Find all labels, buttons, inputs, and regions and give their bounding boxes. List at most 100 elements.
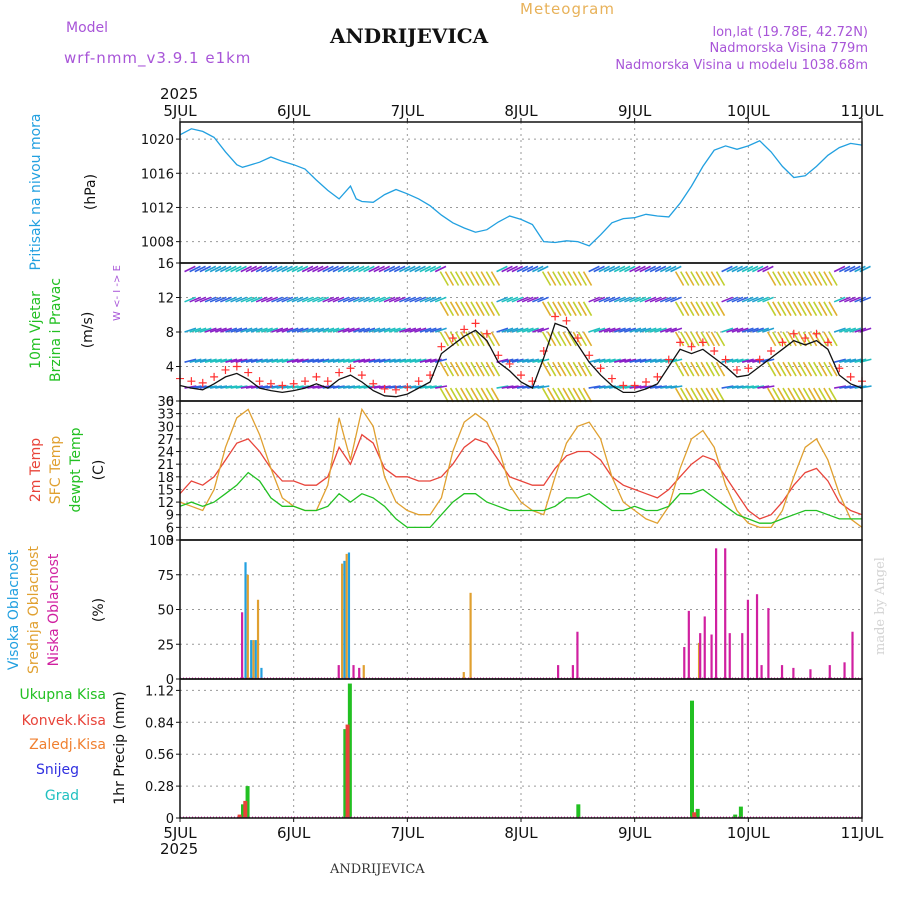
- wind-arrow: [710, 271, 721, 286]
- wind-arrow: [526, 296, 539, 303]
- wind-arrow: [715, 387, 726, 403]
- precip-bar: [695, 808, 700, 818]
- wind-arrow: [414, 327, 427, 333]
- wind-arrow: [547, 361, 557, 377]
- wind-arrow: [762, 296, 774, 303]
- wind-arrow: [557, 361, 567, 377]
- model-elevation-label: Nadmorska Visina u modelu 1038.68m: [615, 58, 868, 73]
- wind-arrow: [454, 271, 465, 286]
- wind-arrow: [849, 358, 862, 363]
- clouds-bar: [724, 548, 727, 679]
- wind-arrow: [726, 327, 739, 333]
- wind-arrow: [266, 385, 279, 389]
- wind-arrow: [312, 358, 325, 363]
- meteogram-title: Meteogram: [520, 0, 615, 18]
- wind-arrow: [511, 358, 524, 363]
- wind-arrow: [844, 265, 856, 273]
- wind-arrow: [352, 265, 365, 273]
- clouds-bar: [246, 574, 249, 679]
- wind-arrow: [797, 301, 808, 317]
- xtick-label-bottom: 11JUL: [841, 824, 884, 842]
- wind-arrow: [194, 265, 206, 273]
- clouds-bar: [241, 612, 244, 679]
- wind-arrow: [429, 358, 442, 363]
- wind-arrow: [511, 385, 524, 389]
- wind-arrow: [281, 385, 294, 389]
- clouds-bar: [358, 667, 361, 679]
- wind-arrow: [659, 296, 672, 303]
- wind-arrow: [337, 385, 350, 389]
- wind-arrow: [721, 296, 734, 303]
- wind-gust-point: [266, 379, 275, 388]
- wind-arrow: [230, 358, 243, 363]
- wind-arrow: [199, 265, 212, 273]
- clouds-bar: [703, 616, 706, 679]
- clouds-bar: [755, 594, 759, 679]
- wind-ytick-label: 12: [157, 292, 174, 307]
- wind-arrow: [347, 296, 360, 303]
- wind-arrow: [332, 296, 345, 303]
- wind-arrow: [665, 327, 678, 333]
- clouds-ytick-label: 0: [166, 673, 174, 688]
- wind-arrow: [281, 265, 293, 273]
- wind-arrow: [792, 387, 802, 403]
- wind-arrow: [255, 265, 268, 273]
- wind-arrow: [220, 358, 233, 363]
- wind-arrow: [639, 385, 652, 389]
- wind-arrow: [726, 265, 738, 273]
- wind-arrow: [419, 296, 432, 303]
- wind-arrow: [521, 327, 534, 333]
- temperature-series-line: [179, 433, 863, 520]
- wind-arrow: [777, 387, 787, 403]
- wind-arrow: [286, 385, 299, 389]
- wind-arrow: [619, 385, 632, 389]
- wind-arrow: [225, 327, 238, 333]
- wind-arrow: [460, 331, 470, 347]
- wind-arrow: [700, 361, 710, 377]
- wind-arrow: [665, 358, 678, 363]
- wind-arrow: [363, 265, 375, 273]
- wind-arrow: [593, 265, 605, 273]
- wind-arrow: [562, 331, 572, 347]
- wind-arrow: [787, 301, 797, 317]
- wind-arrow: [393, 296, 406, 303]
- temperature-ytick-label: 9: [166, 509, 174, 524]
- wind-arrow: [598, 296, 611, 303]
- xtick-label-top: 7JUL: [391, 102, 425, 120]
- wind-arrow: [220, 327, 233, 333]
- wind-arrow: [199, 296, 212, 303]
- wind-arrow: [485, 271, 496, 286]
- wind-arrow: [327, 265, 339, 273]
- wind-arrow: [757, 296, 769, 303]
- wind-arrow: [435, 385, 448, 389]
- clouds-ytick-label: 75: [157, 569, 174, 584]
- wind-arrow: [577, 331, 588, 347]
- wind-arrow: [705, 387, 715, 403]
- wind-arrow: [322, 327, 335, 333]
- xtick-label-top: 9JUL: [618, 102, 652, 120]
- wind-arrow: [608, 327, 621, 333]
- wind-arrow: [501, 385, 514, 389]
- wind-arrow: [301, 327, 314, 333]
- wind-arrow: [572, 387, 582, 403]
- wind-arrow: [465, 301, 475, 317]
- wind-arrow: [506, 385, 519, 389]
- wind-gust-point: [721, 355, 730, 364]
- wind-arrow: [629, 265, 641, 273]
- wind-arrow: [690, 301, 700, 317]
- clouds-bar: [462, 672, 465, 679]
- wind-arrow: [414, 265, 426, 273]
- wind-arrow: [674, 387, 685, 403]
- wind-arrow: [490, 387, 501, 403]
- wind-arrow: [490, 301, 501, 317]
- temperature-ytick-label: 27: [157, 433, 174, 448]
- wind-arrow: [506, 327, 519, 333]
- wind-arrow: [404, 327, 417, 333]
- wind-arrow: [209, 385, 223, 389]
- xtick-label-bottom: 5JUL: [163, 824, 197, 842]
- wind-arrow: [470, 361, 480, 377]
- wind-arrow: [424, 265, 437, 273]
- wind-arrow: [501, 358, 514, 363]
- wind-arrow: [715, 271, 726, 286]
- wind-arrow: [782, 271, 792, 286]
